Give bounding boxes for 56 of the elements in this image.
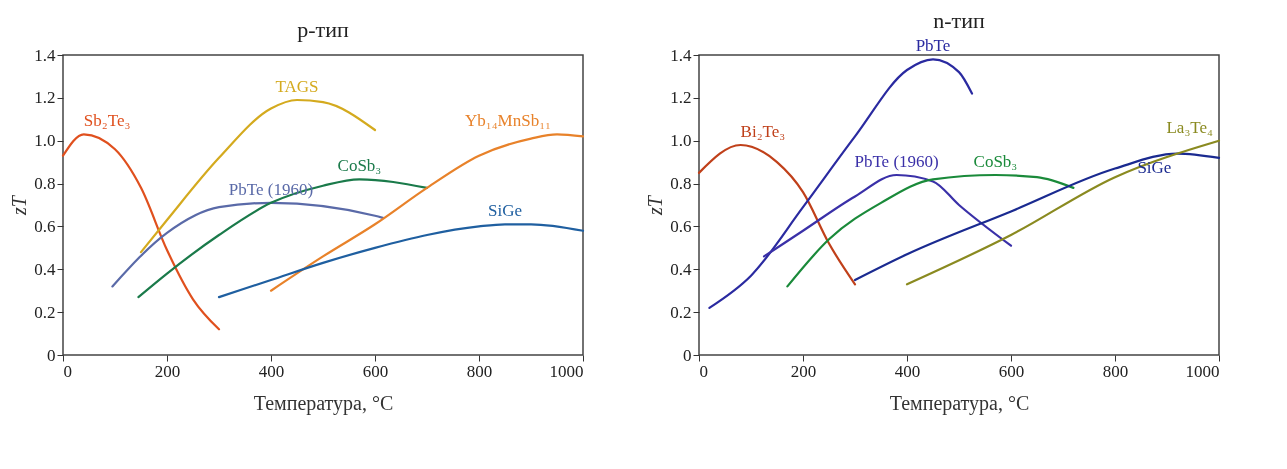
y-tick-label: 1.4 xyxy=(670,45,692,65)
y-axis-title: zT xyxy=(644,194,667,216)
series-label: PbTe (1960) xyxy=(228,179,314,199)
line-series xyxy=(137,178,429,299)
line-series xyxy=(217,223,585,299)
y-tick-label: 0.6 xyxy=(34,216,56,236)
y-tick-label: 0.8 xyxy=(34,174,56,194)
y-tick-label: 0.6 xyxy=(670,216,692,236)
line-series xyxy=(708,58,974,309)
y-tick-label: 0.2 xyxy=(670,302,692,322)
x-tick-label: 600 xyxy=(362,361,389,381)
series-label: PbTe (1960) xyxy=(854,152,939,171)
series-label: Bi₂Te₃ xyxy=(740,122,786,141)
y-tick-label: 1.0 xyxy=(670,131,692,151)
x-axis-title: Температура, °C xyxy=(889,391,1030,415)
y-tick-label: 0.8 xyxy=(670,174,692,194)
chart-title: p-тип xyxy=(297,17,349,42)
line-series xyxy=(786,173,1075,288)
series-label: TAGS xyxy=(275,77,319,96)
chart-title: n-тип xyxy=(933,8,985,34)
y-tick-label: 1.0 xyxy=(34,131,56,151)
x-tick-label: 200 xyxy=(790,361,817,381)
x-tick-label: 1000 xyxy=(549,361,584,381)
line-series xyxy=(61,133,221,331)
y-tick-label: 1.2 xyxy=(34,88,56,108)
x-tick-label: 800 xyxy=(466,361,493,381)
x-tick-label: 200 xyxy=(154,361,181,381)
line-series xyxy=(269,133,585,292)
line-series xyxy=(697,143,857,286)
x-tick-label: 0 xyxy=(699,361,708,381)
y-tick-label: 0.4 xyxy=(670,259,692,279)
x-tick-label: 600 xyxy=(998,361,1025,381)
x-tick-label: 400 xyxy=(894,361,921,381)
series-label: SiGe xyxy=(1137,157,1172,177)
series-label: CoSb₃ xyxy=(337,156,382,176)
series-label: La₃Te₄ xyxy=(1166,117,1214,137)
y-axis-title: zT xyxy=(8,194,31,216)
series-label: Sb₂Te₃ xyxy=(83,111,131,131)
y-tick-label: 0.4 xyxy=(34,259,56,279)
y-tick-label: 0 xyxy=(47,345,56,365)
x-tick-label: 800 xyxy=(1102,361,1129,381)
y-tick-label: 1.4 xyxy=(34,45,56,65)
series-label: Yb₁₄MnSb₁₁ xyxy=(464,111,551,131)
x-axis-title: Температура, °C xyxy=(253,391,394,415)
y-tick-label: 1.2 xyxy=(670,88,692,108)
line-series xyxy=(762,173,1013,258)
line-series xyxy=(111,201,384,288)
x-tick-label: 400 xyxy=(258,361,285,381)
series-label: SiGe xyxy=(488,201,522,221)
x-tick-label: 1000 xyxy=(1185,361,1220,381)
x-tick-label: 0 xyxy=(63,361,72,381)
line-series xyxy=(853,152,1221,282)
y-tick-label: 0.2 xyxy=(34,302,56,322)
series-label: CoSb₃ xyxy=(973,152,1018,171)
series-label: PbTe xyxy=(915,36,951,56)
y-tick-label: 0 xyxy=(683,345,692,365)
